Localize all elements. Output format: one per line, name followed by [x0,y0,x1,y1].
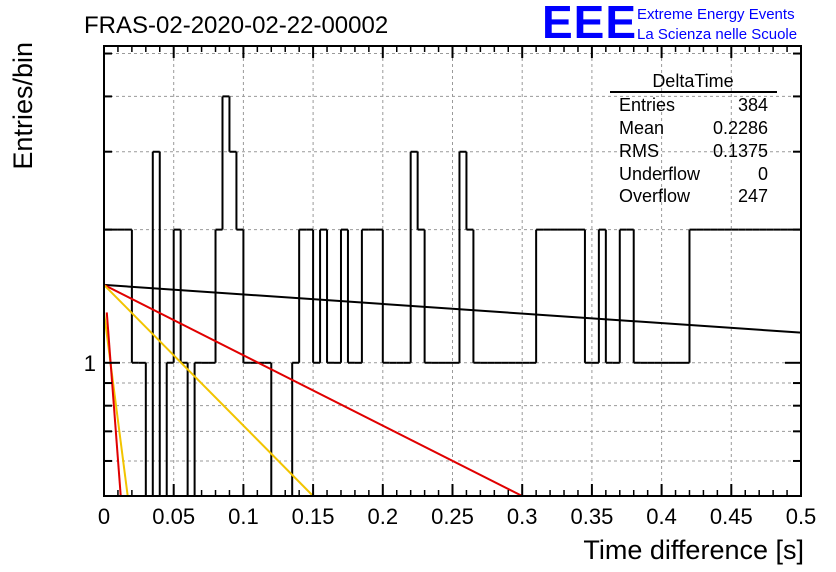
histogram-bin [228,96,237,153]
stats-label-mean: Mean [619,118,664,138]
eee-logo: EEE Extreme Energy Events La Scienza nel… [542,0,797,48]
fit-curve [103,312,129,497]
y-axis-title: Entries/bin [8,42,38,170]
eee-logo-mark: EEE [542,0,637,48]
fit-curves [103,283,802,497]
histogram-bin [158,151,167,497]
histogram-bin [193,361,202,496]
y-tick-label: 1 [84,351,96,376]
histogram-bin [409,150,418,363]
fit-curve [103,283,523,497]
histogram-bin [130,229,139,364]
histogram-bin [360,228,369,363]
histogram-bin [165,361,174,496]
stats-value-rms: 0.1375 [713,141,768,161]
histogram-bin [597,228,606,363]
histogram-bin [618,228,627,363]
histogram-bin [688,228,697,363]
histogram-bin [235,151,244,231]
histogram-bin [151,150,160,496]
stats-label-overflow: Overflow [619,186,691,206]
stats-value-overflow: 247 [738,186,768,206]
x-axis-title: Time difference [s] [583,535,804,565]
stats-value-underflow: 0 [758,164,768,184]
x-tick-label: 0.3 [507,504,538,529]
histogram-bin [423,229,432,364]
histogram-bin [172,228,181,363]
histogram-bin [312,229,321,364]
x-tick-label: 0.2 [368,504,399,529]
histogram-bin [604,229,613,364]
eee-logo-line1: Extreme Energy Events [637,6,795,23]
histogram-bin [221,95,230,230]
x-tick-label: 0.05 [152,504,195,529]
x-tick-label: 0.5 [786,504,817,529]
grid [104,46,801,496]
histogram-bin [535,228,544,363]
x-tick-label: 0.4 [646,504,677,529]
histogram-bin [242,229,251,364]
histogram-bin [632,229,641,364]
histogram-bin [346,229,355,364]
histogram-bin [339,228,348,363]
stats-value-entries: 384 [738,95,768,115]
stats-box: DeltaTime Entries 384 Mean 0.2286 RMS 0.… [610,71,777,206]
histogram-bin [319,228,328,363]
stats-label-underflow: Underflow [619,164,701,184]
stats-value-mean: 0.2286 [713,118,768,138]
x-tick-label: 0 [98,504,110,529]
x-tick-label: 0.35 [570,504,613,529]
stats-box-title: DeltaTime [652,71,733,91]
fit-curve [103,284,314,497]
chart-title: FRAS-02-2020-02-22-00002 [84,12,388,39]
stats-label-entries: Entries [619,95,675,115]
stats-label-rms: RMS [619,141,659,161]
histogram-bins [104,95,801,497]
x-tick-label: 0.25 [431,504,474,529]
x-tick-label: 0.1 [228,504,259,529]
histogram-bin [416,151,425,231]
histogram-bin [326,229,335,364]
histogram-bin [298,228,307,363]
axes: 0 0.05 0.1 0.15 0.2 0.25 0.3 0.35 0.4 0.45 0.5 1 [84,45,817,529]
histogram-bin [583,229,592,364]
fit-curve [105,312,122,497]
x-tick-label: 0.45 [710,504,753,529]
histogram-bin [381,229,390,364]
histogram-bin [465,151,474,231]
fit-curve [103,283,802,334]
histogram-bin [472,229,481,364]
eee-logo-line2: La Scienza nelle Scuole [637,26,797,43]
histogram-bin [179,229,188,364]
x-tick-label: 0.15 [292,504,335,529]
histogram-bin [458,150,467,363]
